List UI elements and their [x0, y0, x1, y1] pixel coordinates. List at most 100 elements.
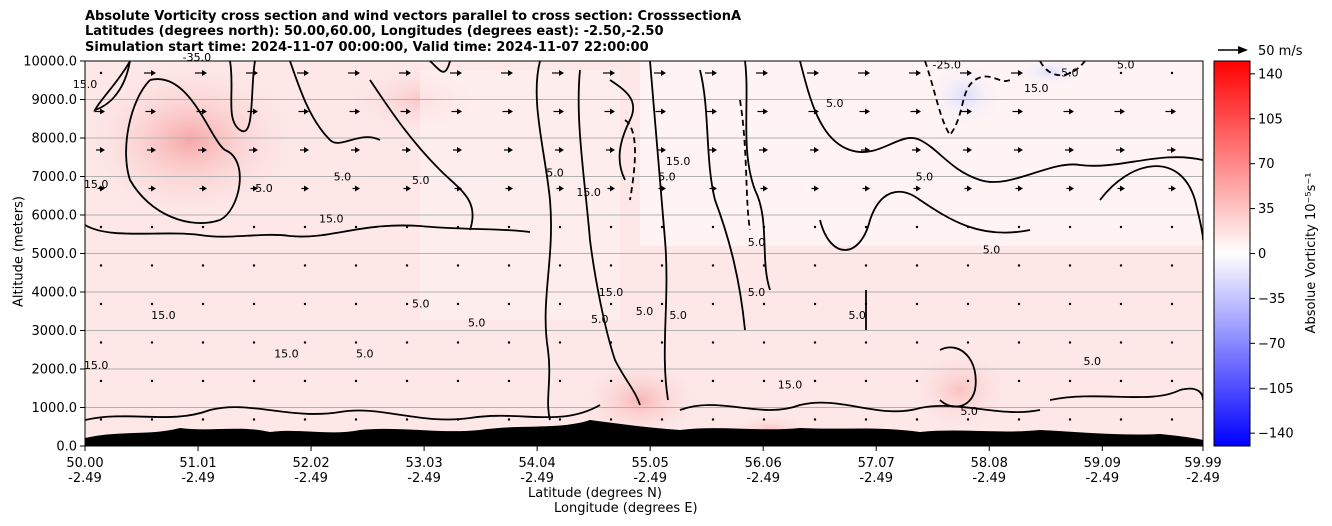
wind-vector — [303, 379, 307, 383]
wind-vector — [966, 418, 970, 421]
wind-vector — [966, 341, 970, 344]
wind-vector — [1170, 302, 1174, 306]
wind-vector — [862, 185, 870, 192]
x-tick-label-lon: -2.49 — [294, 471, 328, 486]
wind-vector — [556, 185, 564, 192]
wind-vector — [94, 108, 105, 115]
wind-vector — [915, 264, 919, 267]
contours — [85, 61, 1203, 446]
wind-vector — [147, 147, 156, 153]
x-tick-label-lat: 59.99 — [1184, 456, 1221, 471]
wind-vector — [915, 379, 919, 383]
wind-vector — [297, 70, 309, 76]
x-tick-label-lat: 55.05 — [632, 456, 669, 471]
wind-vector — [195, 70, 207, 76]
contour-label: 5.0 — [412, 174, 430, 187]
wind-vector — [150, 264, 154, 267]
wind-vector — [301, 185, 309, 192]
y-tick-label: 1000.0 — [32, 401, 78, 416]
wind-vector — [1170, 418, 1174, 421]
wind-vector — [405, 225, 409, 229]
wind-vector — [450, 70, 462, 76]
contour-label: 5.0 — [848, 309, 866, 322]
wind-vector — [252, 418, 256, 421]
wind-vector — [145, 108, 156, 115]
contour-line — [744, 61, 771, 291]
contour-label: 5.0 — [334, 170, 352, 183]
wind-vector — [910, 108, 921, 115]
x-tick-label-lon: -2.49 — [520, 471, 554, 486]
wind-vector — [150, 341, 154, 344]
wind-vector — [864, 379, 868, 383]
contour-line — [679, 401, 1041, 413]
wind-vector — [553, 108, 564, 115]
terrain-shading — [85, 420, 1203, 446]
contour-line — [819, 190, 1031, 251]
y-tick-label: 4000.0 — [32, 286, 78, 301]
colorbar-ticks: 140 105 70 35 0 −35 −70 −105 −140 — [1250, 67, 1294, 442]
wind-vector — [762, 264, 766, 267]
wind-vector — [354, 225, 358, 229]
wind-vector — [607, 185, 615, 192]
wind-vector — [807, 70, 819, 76]
wind-vector — [1011, 70, 1023, 76]
colorbar-tick-label: 35 — [1258, 202, 1275, 217]
wind-vector — [1015, 185, 1023, 192]
contour-label: 5.0 — [1061, 66, 1079, 79]
contour-label: 5.0 — [748, 236, 766, 249]
wind-vector — [252, 264, 256, 267]
contour-label: 5.0 — [669, 309, 687, 322]
y-tick-label: 9000.0 — [32, 93, 78, 108]
wind-vector — [303, 302, 307, 306]
x-tick-label-lon: -2.49 — [859, 471, 893, 486]
wind-vector — [201, 225, 205, 229]
x-tick-label-lat: 52.02 — [292, 456, 329, 471]
wind-vector — [757, 108, 768, 115]
wind-vector — [504, 147, 513, 153]
wind-vector — [354, 341, 358, 344]
wind-vector — [711, 379, 715, 383]
contour-label: 5.0 — [983, 244, 1001, 257]
contour-label: 15.0 — [1024, 82, 1049, 95]
wind-vector — [99, 379, 103, 383]
wind-vector — [201, 418, 205, 421]
wind-vector — [300, 147, 309, 153]
wind-vector — [97, 185, 105, 192]
wind-vector — [351, 147, 360, 153]
wind-vector — [501, 70, 513, 76]
wind-vector — [711, 302, 715, 306]
contour-label: 15.0 — [319, 213, 344, 226]
wind-vector — [507, 264, 511, 267]
wind-vector — [201, 264, 205, 267]
wind-vector — [303, 341, 307, 344]
wind-vector — [813, 225, 817, 229]
wind-vector — [349, 108, 360, 115]
wind-vector — [1063, 108, 1074, 115]
contour-label: 5.0 — [591, 313, 609, 326]
vorticity-max-region — [85, 61, 300, 220]
contour-label: 5.0 — [468, 317, 486, 330]
y-axis-label: Altitude (meters) — [11, 196, 27, 307]
wind-vector — [250, 185, 258, 192]
wind-vector — [759, 147, 768, 153]
wind-vector — [354, 418, 358, 421]
x-axis: 50.00-2.4951.01-2.4952.02-2.4953.03-2.49… — [66, 446, 1222, 486]
wind-vector — [1068, 418, 1072, 421]
wind-vector — [507, 302, 511, 306]
wind-vector — [148, 185, 156, 192]
wind-vector — [1017, 264, 1021, 267]
x-tick-label-lon: -2.49 — [972, 471, 1006, 486]
wind-vector — [966, 225, 970, 229]
wind-vector — [1068, 264, 1072, 267]
wind-vector — [507, 379, 511, 383]
contour-line — [924, 61, 1011, 137]
wind-vector — [201, 379, 205, 383]
y-tick-label: 10000.0 — [23, 55, 77, 70]
wind-vector — [660, 264, 664, 267]
contour-label: 5.0 — [826, 97, 844, 110]
wind-vector — [150, 418, 154, 421]
x-tick-label-lat: 57.07 — [858, 456, 895, 471]
wind-vector — [658, 185, 666, 192]
wind-vector — [604, 108, 615, 115]
